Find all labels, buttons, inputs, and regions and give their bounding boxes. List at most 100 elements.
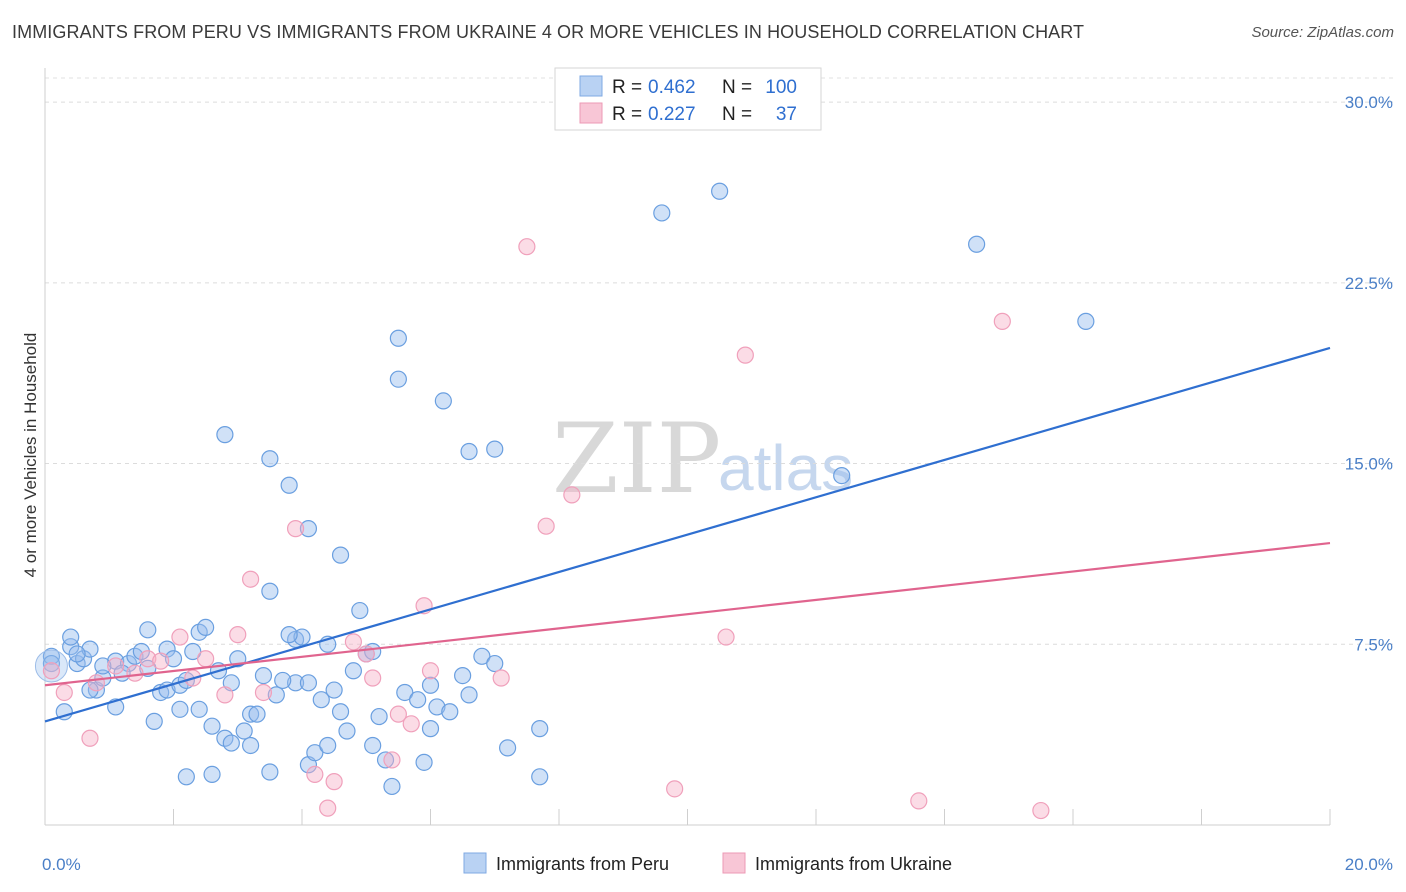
ukraine-trend-line [44,541,1331,687]
peru-point-79 [833,466,851,485]
ukraine-point-23 [389,705,407,723]
ukraine-point-36 [518,238,536,256]
peru-point-48 [319,736,337,755]
peru-point-24 [177,768,195,786]
ukraine-point-35 [1032,801,1050,820]
peru-point-92 [441,703,459,721]
ukraine-point-30 [666,780,684,798]
bottom-legend-swatch-ukraine [722,852,746,874]
peru-point-97 [280,626,298,644]
ukraine-point-6 [139,650,157,668]
ukraine-point-19 [344,633,362,651]
ukraine-point-31 [717,628,735,646]
peru-point-98 [344,662,362,680]
y-axis-label: 4 or more Vehicles in Household [21,333,40,578]
peru-point-56 [370,707,388,726]
peru-point-81 [711,182,729,200]
peru-point-cluster [34,649,68,683]
peru-point-50 [331,546,350,564]
peru-point-55 [364,736,382,755]
peru-point-71 [280,476,298,494]
peru-point-69 [531,768,549,786]
peru-point-74 [389,370,407,388]
ukraine-point-32 [736,346,754,364]
legend-r-value-ukraine: 0.227 [648,104,696,125]
ukraine-point-17 [319,799,337,817]
series-legend: Immigrants from Peru Immigrants from Ukr… [463,852,952,874]
peru-point-73 [216,426,234,444]
peru-point-15 [139,621,157,639]
peru-point-53 [351,601,369,620]
legend-r-label-ukraine: R = [612,104,642,125]
peru-point-59 [396,683,414,702]
ukraine-point-5 [126,664,144,682]
peru-point-93 [460,686,478,704]
peru-point-72 [299,520,318,538]
peru-point-3 [62,638,80,656]
ukraine-point-27 [492,669,510,687]
peru-point-89 [274,671,292,690]
peru-point-35 [242,705,260,723]
peru-point-43 [293,628,311,646]
x-tick-label-0: 0.0% [42,855,81,874]
ukraine-point-21 [364,669,382,687]
ukraine-point-7 [152,652,170,670]
peru-point-52 [338,722,356,740]
peru-point-20 [164,650,183,668]
ukraine-point-13 [242,570,260,588]
peru-point-12 [119,654,138,673]
peru-point-70 [261,450,279,468]
peru-point-77 [460,442,478,461]
legend-n-label-peru: N = [722,77,752,98]
peru-point-99 [421,676,440,694]
ukraine-point-28 [537,517,555,535]
correlation-legend: R = 0.462 N = 100 R = 0.227 N = 37 [554,67,822,131]
legend-n-value-peru: 100 [765,77,797,98]
legend-swatch-peru [579,75,603,97]
peru-point-75 [389,329,407,347]
peru-point-47 [312,691,330,709]
ukraine-point-10 [197,650,215,668]
peru-point-85 [94,657,112,675]
ukraine-point-29 [563,486,581,504]
legend-swatch-ukraine [579,102,603,124]
peru-point-0 [42,647,61,665]
peru-point-76 [434,392,452,410]
peru-point-57 [376,751,395,769]
chart-title: IMMIGRANTS FROM PERU VS IMMIGRANTS FROM … [12,22,1085,42]
tick-labels: 7.5% 15.0% 22.5% 30.0% 0.0% 20.0% [42,93,1393,874]
trend-lines [44,346,1331,723]
bottom-legend-label-peru: Immigrants from Peru [496,854,669,874]
ukraine-point-15 [286,520,305,538]
ukraine-point-33 [910,792,928,810]
peru-point-4 [62,628,80,646]
legend-r-value-peru: 0.462 [648,77,696,98]
peru-point-49 [325,681,343,699]
peru-point-64 [454,666,472,685]
peru-point-36 [248,705,266,723]
ukraine-point-24 [402,715,420,733]
peru-point-61 [415,753,433,771]
peru-point-14 [132,642,150,661]
peru-point-80 [653,204,671,222]
ukraine-point-2 [81,729,99,747]
peru-point-33 [235,722,253,740]
peru-point-27 [197,618,215,637]
ukraine-point-16 [306,765,324,783]
legend-r-label-peru: R = [612,77,642,98]
ukraine-point-3 [87,674,106,692]
ukraine-point-14 [254,683,273,702]
peru-point-28 [203,717,221,735]
peru-point-16 [145,712,163,730]
y-tick-label-2: 22.5% [1345,274,1393,293]
y-tick-label-1: 15.0% [1345,455,1393,474]
bottom-legend-swatch-peru [463,852,487,874]
peru-point-63 [428,698,446,716]
peru-point-84 [68,645,86,663]
bottom-legend-label-ukraine: Immigrants from Ukraine [755,854,952,874]
peru-point-25 [190,700,208,718]
axes [44,68,1331,826]
ukraine-point-4 [107,657,125,675]
peru-point-39 [261,582,279,600]
